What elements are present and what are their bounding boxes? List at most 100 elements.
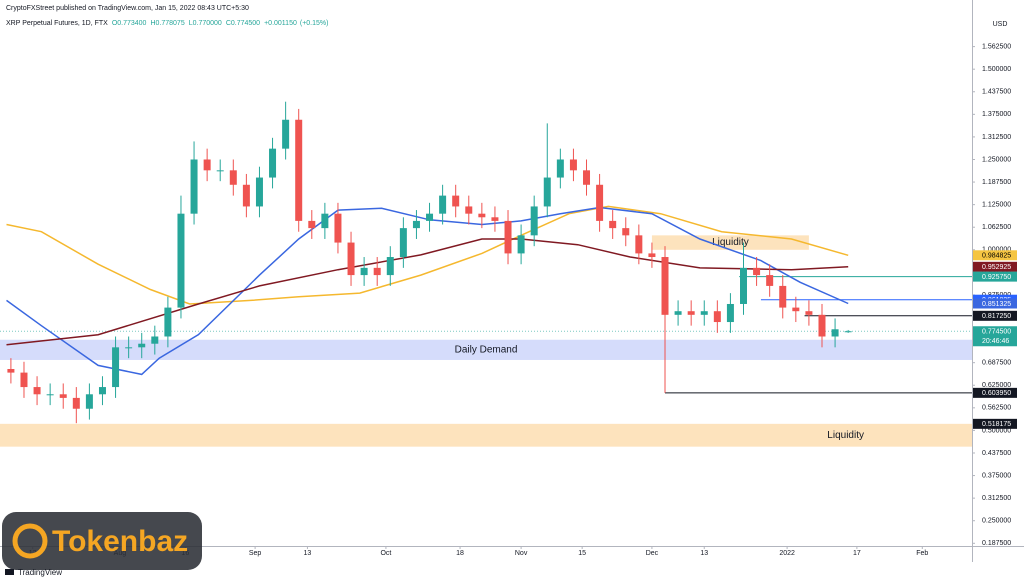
footer-logo <box>5 569 14 575</box>
y-tick-label: 0.312500 <box>982 495 1011 502</box>
price-axis: 1.562500 1.500000 1.437500 1.375000 1.312500… <box>972 43 1011 547</box>
candle-body <box>59 394 67 398</box>
x-tick-label: Sep <box>249 550 262 557</box>
symbol: XRP Perpetual Futures, 1D, FTX <box>6 20 108 27</box>
candles <box>7 101 852 424</box>
x-tick-label: 18 <box>456 550 464 557</box>
candle-body <box>439 195 447 214</box>
moving-average <box>6 205 849 305</box>
candle-body <box>504 220 512 254</box>
x-tick-label: 2022 <box>779 550 795 557</box>
y-tick-label: 1.062500 <box>982 224 1011 231</box>
candle-body <box>622 228 630 236</box>
price-label: 0.817250 <box>982 313 1011 320</box>
y-tick-label: 0.375000 <box>982 472 1011 479</box>
candle-body <box>190 159 198 214</box>
candle-body <box>386 257 394 276</box>
candle-body <box>20 372 28 388</box>
candle-body <box>739 267 747 304</box>
price-label: 0.851325 <box>982 301 1011 308</box>
candle-body <box>138 343 146 348</box>
y-tick-label: 1.000000 <box>982 247 1011 254</box>
candle-body <box>648 253 656 258</box>
candle-body <box>164 307 172 337</box>
price-label: 0.952925 <box>982 264 1011 271</box>
zone-label: Liquidity <box>827 430 864 441</box>
x-tick-label: 13 <box>700 550 708 557</box>
price-label-bg <box>973 418 1017 429</box>
candle-body <box>831 329 839 337</box>
price-labels: 0.9848250.9529250.9257500.8618250.851325… <box>973 250 1017 429</box>
candle-body <box>229 170 237 185</box>
candle-body <box>242 184 250 207</box>
zones: Liquidity Daily Demand Liquidity <box>0 235 972 447</box>
zone <box>651 235 809 250</box>
watermark-logo <box>12 523 48 559</box>
ohlc-high: H0.778075 <box>150 20 184 27</box>
price-label-bg <box>973 310 1017 321</box>
candle-body <box>452 195 460 207</box>
countdown: 20:46:46 <box>982 338 1009 345</box>
candle-body <box>72 397 80 409</box>
x-tick-label: Oct <box>380 550 391 557</box>
price-label: 0.774500 <box>982 329 1011 336</box>
candle-body <box>177 213 185 308</box>
candle-body <box>269 148 277 178</box>
candle-body <box>412 220 420 229</box>
candle-body <box>779 285 787 308</box>
price-label-bg <box>973 250 1017 261</box>
zone <box>0 423 972 447</box>
candle-body <box>282 119 290 149</box>
y-tick-label: 1.250000 <box>982 156 1011 163</box>
price-label: 0.984825 <box>982 253 1011 260</box>
candle-body <box>530 206 538 236</box>
candle-body <box>85 394 93 409</box>
x-tick-label: 13 <box>304 550 312 557</box>
candle-body <box>543 177 551 207</box>
candle-body <box>700 311 708 315</box>
zone <box>0 339 972 360</box>
candle-body <box>98 387 106 395</box>
footer: TradingView <box>18 568 62 577</box>
y-tick-label: 0.625000 <box>982 382 1011 389</box>
price-label-bg <box>973 298 1017 309</box>
x-tick-label: Feb <box>916 550 928 557</box>
watermark: Tokenbaz <box>2 512 202 570</box>
candle-body <box>792 307 800 312</box>
candle-body <box>465 206 473 214</box>
candle-body <box>687 311 695 315</box>
y-tick-label: 0.562500 <box>982 405 1011 412</box>
y-tick-label: 1.187500 <box>982 179 1011 186</box>
candle-body <box>478 213 486 218</box>
candle-body <box>753 267 761 276</box>
x-tick-label: Nov <box>515 550 528 557</box>
candle-body <box>151 336 159 344</box>
candle-body <box>583 170 591 185</box>
candle-body <box>203 159 211 171</box>
candle-body <box>661 257 669 315</box>
candle-body <box>308 220 316 229</box>
candle-body <box>635 235 643 254</box>
ohlc-change: +0.001150 <box>264 20 297 27</box>
candle-body <box>596 184 604 221</box>
price-label-bg <box>973 261 1017 272</box>
y-tick-label: 1.125000 <box>982 201 1011 208</box>
y-tick-label: 0.250000 <box>982 518 1011 525</box>
candle-body <box>216 170 224 172</box>
candle-body <box>360 267 368 276</box>
currency: USD <box>993 21 1008 28</box>
y-tick-label: 0.500000 <box>982 427 1011 434</box>
candle-body <box>491 217 499 221</box>
ohlc-close: C0.774500 <box>226 20 260 27</box>
y-tick-label: 1.312500 <box>982 134 1011 141</box>
candle-body <box>399 228 407 258</box>
zone-label: Liquidity <box>712 237 749 248</box>
candle-body <box>373 267 381 276</box>
candle-body <box>321 213 329 229</box>
ohlc-open: O0.773400 <box>112 20 147 27</box>
y-tick-label: 0.687500 <box>982 360 1011 367</box>
y-tick-label: 0.187500 <box>982 540 1011 547</box>
